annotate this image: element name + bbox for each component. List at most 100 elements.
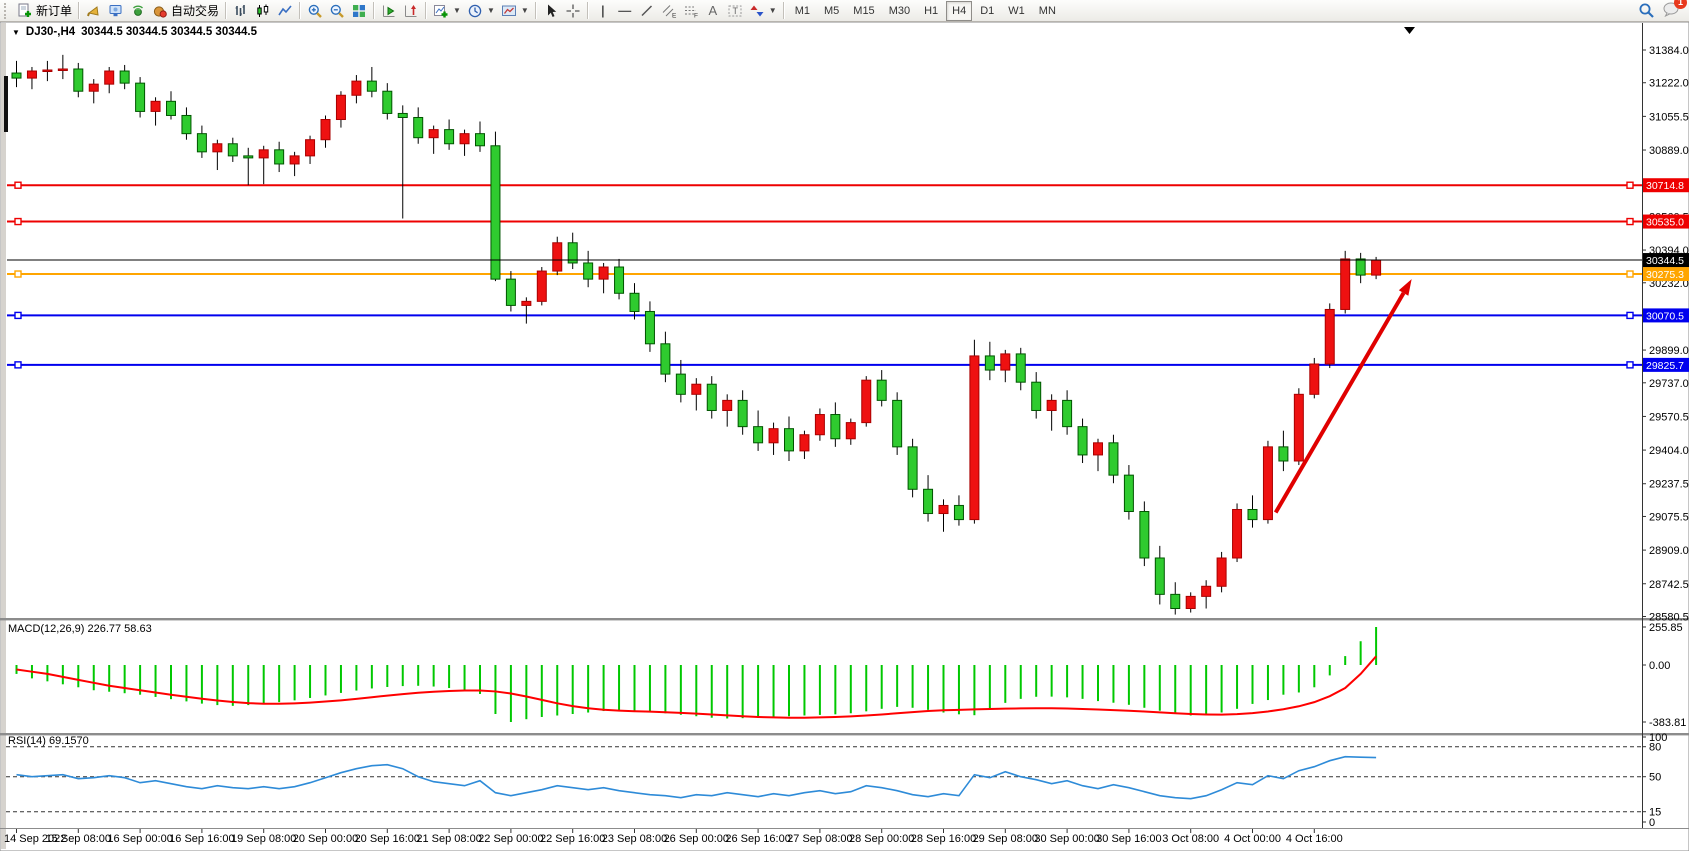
clock-icon [467,3,483,19]
periods-button[interactable]: ▼ [464,1,498,21]
announcement-button[interactable] [83,1,105,21]
candle [1093,442,1103,456]
rsi-line [16,755,1377,800]
line-chart-icon [277,3,293,19]
svg-text:29404.0: 29404.0 [1649,445,1689,457]
support-line-blue-2[interactable] [7,361,1642,369]
candle [1262,446,1273,521]
cursor-button[interactable] [540,1,562,21]
candle [1355,258,1366,276]
timeframe-d1[interactable]: D1 [980,4,995,17]
line-anchor-handle[interactable] [14,270,22,278]
candle [490,145,501,280]
templates-button[interactable]: ▼ [498,1,532,21]
candle [26,70,37,79]
timeframe-mn[interactable]: MN [1038,4,1056,17]
timeframe-h4[interactable]: H4 [946,0,973,21]
candle [1247,508,1258,521]
svg-text:4 Oct 16:00: 4 Oct 16:00 [1286,833,1343,845]
line-anchor-handle[interactable] [1626,217,1634,226]
fibonacci-button[interactable]: F [680,1,702,21]
candlestick-icon [255,3,271,19]
timeframe-m30[interactable]: M30 [888,4,911,17]
collapse-panel-icon[interactable]: ▼ [12,27,20,37]
candle [583,262,594,280]
svg-text:31055.5: 31055.5 [1649,111,1689,123]
line-anchor-handle[interactable] [1626,361,1634,369]
tile-windows-button[interactable] [348,1,370,21]
timeframe-m1[interactable]: M1 [794,4,810,17]
auto-scroll-button[interactable] [378,1,400,21]
signals-button[interactable] [127,1,149,21]
pivot-line-orange[interactable] [7,270,1642,278]
bar-chart-button[interactable] [230,1,252,21]
separator [586,2,589,19]
search-icon[interactable] [1638,3,1654,19]
separator [78,2,81,19]
indicators-button[interactable]: ▼ [430,1,464,21]
vertical-line-icon: | [600,2,605,18]
zoom-out-icon [329,3,345,19]
channel-button[interactable]: E [658,1,680,21]
candle [413,116,424,139]
separator [534,2,537,19]
resistance-line-1[interactable] [7,181,1642,189]
candle [274,149,285,165]
line-anchor-handle[interactable] [14,217,22,226]
new-order-button[interactable]: 新订单 [14,1,75,21]
candle [166,100,176,116]
vertical-line-button[interactable]: | [592,1,614,21]
market-watch-button[interactable] [105,1,127,21]
svg-text:29825.7: 29825.7 [1646,360,1684,372]
timeframe-w1[interactable]: W1 [1008,4,1025,17]
candle [305,139,316,157]
horizontal-line-button[interactable]: — [614,1,636,21]
auto-trading-button[interactable]: 自动交易 [149,1,222,21]
line-anchor-handle[interactable] [1626,270,1634,278]
candle [953,504,964,521]
resistance-line-2[interactable] [7,217,1642,226]
support-line-blue-1[interactable] [7,311,1642,320]
text-label-button[interactable]: T [724,1,746,21]
candle [1123,474,1134,513]
separator [299,2,302,19]
auto-scroll-icon [381,3,397,19]
tile-windows-icon [351,3,367,19]
panel-separator[interactable] [0,733,1689,736]
svg-text:20 Sep 00:00: 20 Sep 00:00 [293,833,358,845]
timeframe-m15[interactable]: M15 [853,4,875,17]
chart-shift-button[interactable] [400,1,422,21]
window-left-strip [1,23,6,849]
candlestick-chart-button[interactable] [252,1,274,21]
svg-text:28909.0: 28909.0 [1649,545,1689,557]
candle [1201,585,1212,597]
candle [104,70,115,85]
trendline-button[interactable] [636,1,658,21]
zoom-in-button[interactable] [304,1,326,21]
timeframe-m5[interactable]: M5 [824,4,840,17]
candle [675,373,686,395]
svg-text:0: 0 [1649,817,1655,829]
line-chart-button[interactable] [274,1,296,21]
candle [227,143,238,157]
panel-separator[interactable] [0,618,1689,621]
text-button[interactable]: A [702,1,724,21]
toolbar-grip[interactable] [4,2,11,19]
arrows-button[interactable]: ▼ [746,1,780,21]
chat-button[interactable]: 1 [1662,0,1687,20]
candle [706,383,717,411]
crosshair-button[interactable] [562,1,584,21]
trend-arrow[interactable] [1273,279,1412,514]
line-anchor-handle[interactable] [14,361,22,369]
bar-chart-icon [233,3,249,19]
line-anchor-handle[interactable] [1626,181,1634,189]
candle [552,242,563,272]
candle [88,83,99,92]
line-anchor-handle[interactable] [1626,311,1634,320]
timeframe-h1[interactable]: H1 [924,4,939,17]
line-anchor-handle[interactable] [14,311,22,320]
line-anchor-handle[interactable] [14,181,22,189]
zoom-out-button[interactable] [326,1,348,21]
